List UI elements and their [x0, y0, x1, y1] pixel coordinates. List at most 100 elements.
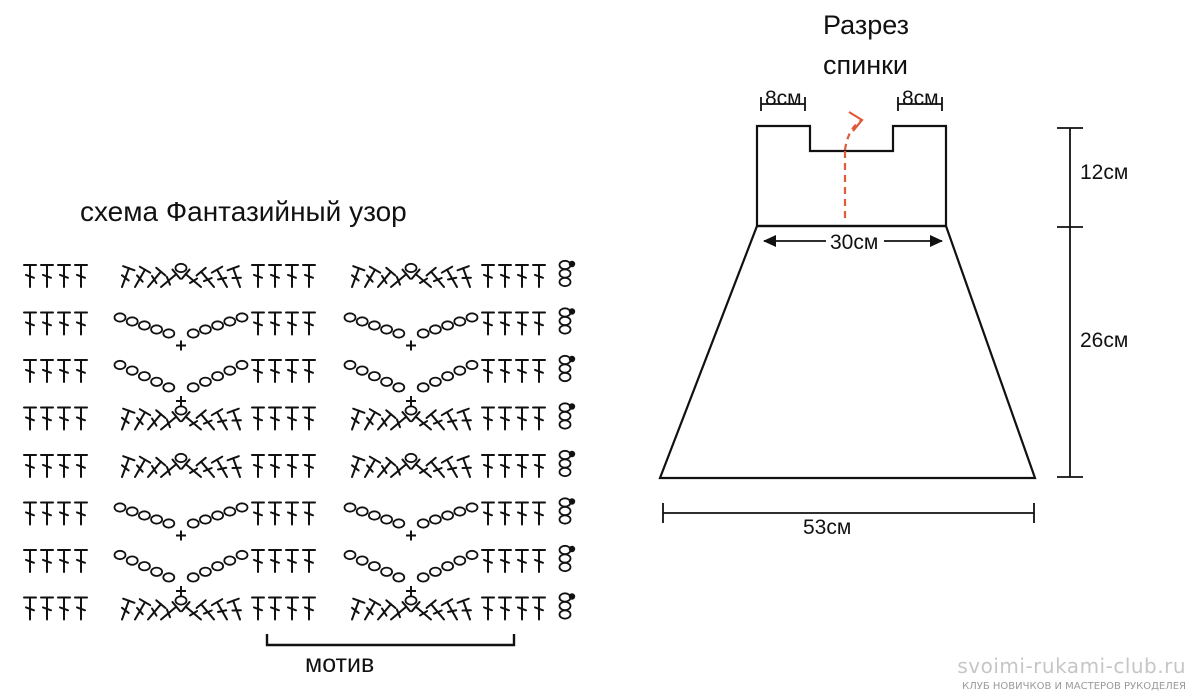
- dc-stitch-icon: [40, 501, 54, 526]
- dc-stitch-icon: [351, 455, 366, 478]
- watermark-site: svoimi-rukami-club.ru: [957, 654, 1186, 678]
- chain-stitch-icon: [416, 518, 430, 529]
- chain-stitch-icon: [558, 592, 572, 603]
- dc-stitch-icon: [481, 596, 495, 621]
- dc-stitch-icon: [302, 454, 316, 478]
- chain-stitch-icon: [465, 549, 479, 561]
- dc-stitch-icon: [134, 598, 152, 621]
- dc-stitch-icon: [268, 264, 282, 288]
- dc-stitch-icon: [251, 454, 265, 478]
- dc-stitch-icon: [285, 454, 299, 478]
- strap-right-label: 8см: [902, 87, 939, 110]
- chain-stitch-icon: [343, 359, 357, 371]
- chain-stitch-icon: [453, 555, 467, 566]
- chain-stitch-icon: [558, 600, 572, 612]
- chain-stitch-icon: [416, 572, 430, 583]
- chain-stitch-icon: [558, 268, 572, 279]
- dc-stitch-icon: [456, 265, 472, 288]
- skirt-height-label: 26см: [1080, 329, 1129, 352]
- dc-stitch-icon: [390, 458, 412, 478]
- chain-stitch-icon: [162, 328, 176, 339]
- chain-stitch-icon: [150, 324, 164, 335]
- dc-stitch-icon: [268, 596, 282, 621]
- chain-stitch-icon: [174, 405, 188, 416]
- dc-stitch-icon: [40, 454, 54, 478]
- dc-stitch-icon: [74, 311, 88, 336]
- dc-stitch-icon: [390, 411, 412, 431]
- dc-stitch-icon: [532, 311, 546, 336]
- dc-stitch-icon: [74, 596, 88, 621]
- chain-stitch-icon: [174, 595, 188, 606]
- chain-stitch-icon: [223, 506, 237, 517]
- dc-stitch-icon: [481, 454, 495, 478]
- watermark-club: КЛУБ НОВИЧКОВ И МАСТЕРОВ РУКОДЕЛЕЯ: [962, 681, 1186, 692]
- chain-stitch-icon: [558, 315, 572, 327]
- dc-stitch-icon: [285, 501, 299, 526]
- chain-stitch-icon: [223, 316, 237, 327]
- chain-stitch-icon: [198, 376, 212, 387]
- chain-stitch-icon: [367, 510, 381, 521]
- dc-stitch-icon: [210, 408, 228, 431]
- dc-stitch-icon: [515, 311, 529, 336]
- dc-stitch-icon: [251, 596, 265, 621]
- chain-stitch-icon: [355, 506, 369, 517]
- dc-stitch-icon: [410, 601, 432, 621]
- dc-stitch-icon: [481, 359, 495, 383]
- chain-stitch-icon: [162, 518, 176, 529]
- chain-stitch-icon: [113, 312, 127, 323]
- dc-stitch-icon: [210, 455, 228, 478]
- stitch-chart: [23, 259, 576, 621]
- dc-stitch-icon: [74, 264, 88, 288]
- chain-stitch-icon: [558, 276, 572, 288]
- dc-stitch-icon: [532, 264, 546, 288]
- chain-stitch-icon: [367, 320, 381, 331]
- dc-stitch-icon: [377, 266, 397, 288]
- dc-stitch-icon: [456, 407, 472, 431]
- dc-stitch-icon: [180, 411, 202, 431]
- dc-stitch-icon: [180, 601, 202, 621]
- dc-stitch-icon: [57, 264, 71, 288]
- chain-stitch-icon: [558, 544, 572, 556]
- dc-stitch-icon: [498, 454, 512, 478]
- sc-stitch-icon: [176, 530, 186, 541]
- chain-stitch-icon: [137, 371, 151, 382]
- sc-stitch-icon: [176, 586, 186, 596]
- chain-stitch-icon: [558, 561, 572, 573]
- dc-stitch-icon: [268, 454, 282, 478]
- dc-stitch-icon: [515, 549, 529, 573]
- chain-stitch-icon: [392, 382, 406, 393]
- chain-stitch-icon: [416, 382, 430, 393]
- chain-stitch-icon: [558, 514, 572, 525]
- strap-right-dim: [897, 97, 943, 111]
- arrow-right-icon: [930, 235, 943, 247]
- dc-stitch-icon: [195, 456, 215, 478]
- chain-stitch-icon: [558, 307, 572, 318]
- dc-stitch-icon: [160, 411, 182, 431]
- chain-stitch-icon: [558, 419, 572, 430]
- chain-stitch-icon: [380, 376, 394, 387]
- chain-stitch-icon: [404, 595, 418, 606]
- back-title-line1: Разрез: [823, 10, 910, 40]
- back-slit: [843, 111, 864, 218]
- dc-stitch-icon: [180, 458, 202, 478]
- dc-stitch-icon: [159, 601, 182, 621]
- chain-stitch-icon: [186, 328, 200, 339]
- dc-stitch-icon: [147, 266, 167, 288]
- chain-stitch-icon: [453, 365, 467, 376]
- dc-stitch-icon: [57, 311, 71, 336]
- chain-stitch-icon: [235, 549, 249, 561]
- chain-stitch-icon: [392, 518, 406, 529]
- chain-stitch-icon: [558, 505, 572, 517]
- dc-stitch-icon: [425, 456, 445, 478]
- slit-arrow-icon: [848, 111, 864, 132]
- dc-stitch-icon: [440, 455, 458, 478]
- turning-chain-icon: [568, 260, 576, 268]
- dc-stitch-icon: [456, 597, 472, 621]
- dc-stitch-icon: [377, 599, 397, 621]
- chain-stitch-icon: [558, 609, 572, 620]
- dc-stitch-icon: [40, 596, 54, 621]
- chain-stitch-icon: [125, 316, 139, 327]
- chain-stitch-icon: [162, 382, 176, 393]
- dc-stitch-icon: [147, 409, 167, 431]
- dc-stitch-icon: [498, 359, 512, 383]
